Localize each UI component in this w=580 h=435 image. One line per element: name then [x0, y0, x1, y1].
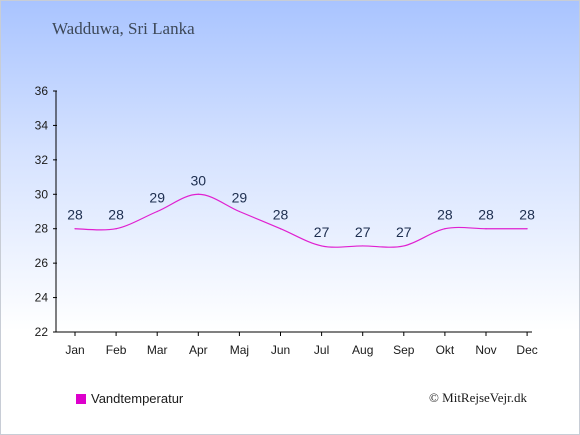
x-tick-label: Okt — [436, 343, 455, 357]
data-label: 29 — [149, 190, 165, 206]
x-tick-label: Feb — [106, 343, 127, 357]
x-tick-label: Aug — [352, 343, 373, 357]
y-tick-label: 28 — [35, 222, 49, 236]
x-tick-label: Nov — [475, 343, 496, 357]
series-line — [74, 193, 528, 248]
y-tick-label: 26 — [35, 256, 49, 270]
data-point — [238, 210, 240, 213]
y-tick-label: 36 — [35, 84, 49, 98]
data-point — [156, 210, 158, 213]
data-point — [74, 228, 76, 230]
data-label: 28 — [478, 207, 494, 223]
y-tick-label: 22 — [35, 325, 49, 339]
x-tick-label: Dec — [516, 343, 537, 357]
y-tick-label: 32 — [35, 153, 49, 167]
data-label: 27 — [396, 224, 412, 240]
data-point — [321, 245, 323, 247]
y-tick-label: 24 — [35, 291, 49, 305]
data-label: 27 — [314, 224, 330, 240]
data-label: 27 — [355, 224, 371, 240]
x-tick-label: Maj — [230, 343, 249, 357]
data-label: 30 — [191, 172, 207, 188]
x-tick-label: Mar — [147, 343, 168, 357]
y-tick-label: 30 — [35, 187, 49, 201]
y-tick-label: 34 — [35, 118, 49, 132]
x-tick-label: Jun — [271, 343, 290, 357]
data-point — [526, 228, 528, 230]
data-point — [485, 228, 487, 230]
legend: Vandtemperatur — [76, 391, 183, 406]
data-point — [115, 228, 117, 230]
copyright[interactable]: © MitRejseVejr.dk — [429, 390, 527, 405]
data-point — [444, 228, 446, 230]
x-tick-label: Jan — [65, 343, 84, 357]
series-line-group — [74, 193, 528, 248]
x-tick-label: Jul — [314, 343, 329, 357]
axes: 22 24 26 28 30 32 34 36 Jan Feb Mar Apr Maj Jun Jul Aug… — [35, 84, 538, 357]
data-label: 29 — [232, 190, 248, 206]
data-point — [403, 245, 405, 247]
data-label: 28 — [519, 207, 535, 223]
legend-swatch — [76, 393, 86, 404]
data-label: 28 — [108, 207, 124, 223]
data-label: 28 — [437, 207, 453, 223]
chart-title: Wadduwa, Sri Lanka — [52, 19, 195, 38]
data-point — [279, 228, 282, 230]
x-tick-label: Sep — [393, 343, 415, 357]
data-labels: 28 28 29 30 29 28 27 27 27 28 28 28 — [67, 172, 535, 240]
x-tick-label: Apr — [189, 343, 208, 357]
data-point — [362, 245, 364, 247]
data-label: 28 — [273, 207, 289, 223]
legend-label: Vandtemperatur — [91, 391, 184, 406]
data-point — [197, 193, 199, 195]
data-label: 28 — [67, 207, 83, 223]
